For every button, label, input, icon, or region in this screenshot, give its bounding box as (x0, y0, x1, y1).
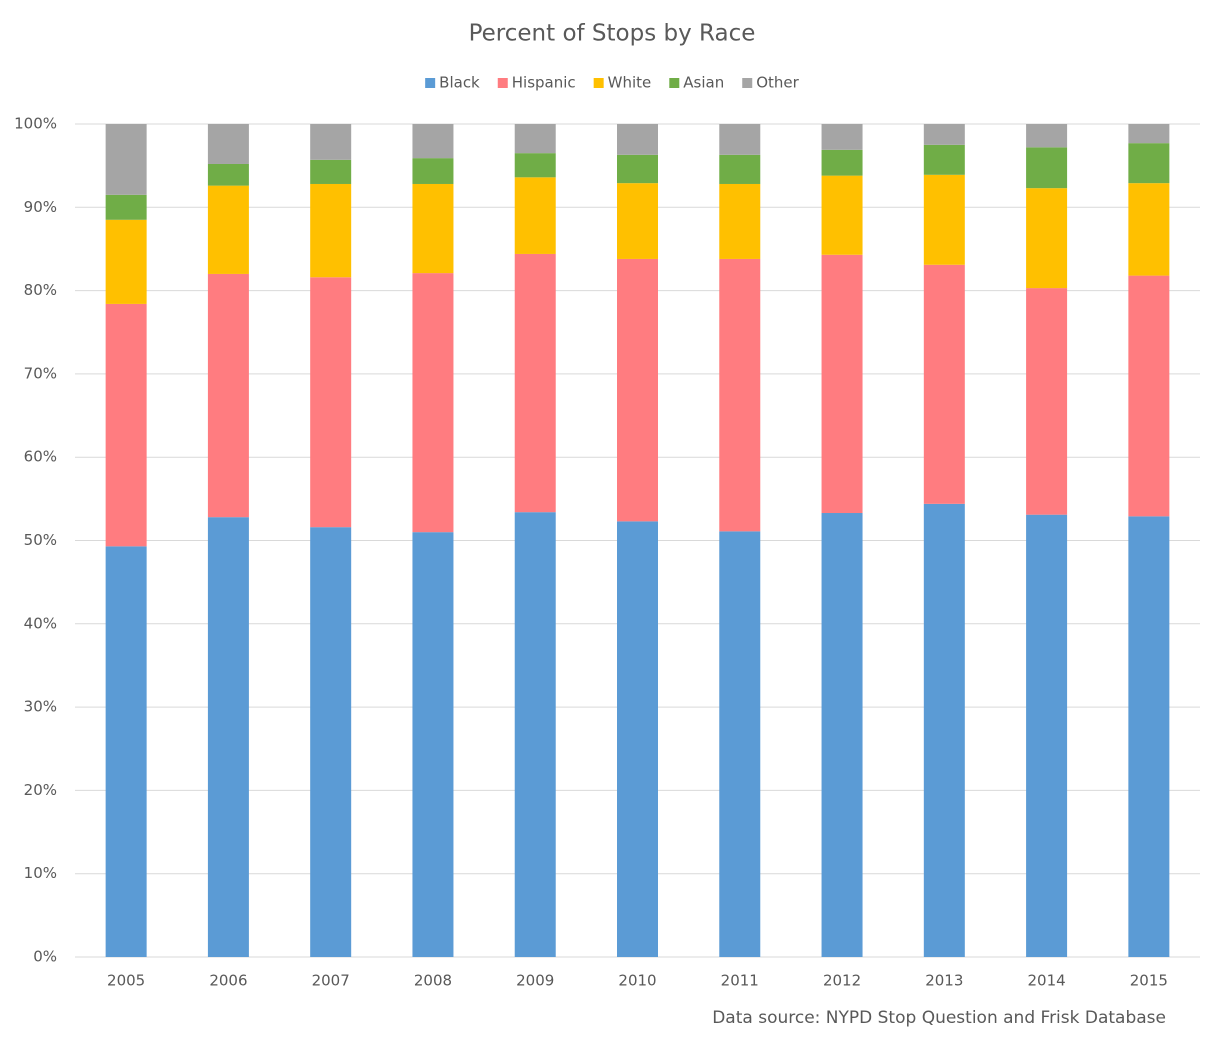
bar-segment (310, 527, 352, 957)
x-tick-label: 2015 (1130, 972, 1168, 990)
bar-segment (105, 546, 147, 957)
legend-swatch (742, 78, 753, 88)
bar-segment (719, 183, 761, 259)
bar-segment (923, 144, 965, 175)
bar-segment (310, 183, 352, 278)
y-tick-label: 100% (14, 115, 57, 133)
x-tick-label: 2011 (721, 972, 759, 990)
bar-segment (207, 124, 249, 164)
bar-segment (923, 503, 965, 957)
x-tick-label: 2007 (312, 972, 350, 990)
chart-title: Percent of Stops by Race (469, 21, 756, 47)
bar-segment (1026, 188, 1068, 289)
y-tick-label: 10% (24, 864, 57, 882)
bar-segment (105, 194, 147, 220)
bar-segment (310, 124, 352, 160)
x-tick-label: 2013 (925, 972, 963, 990)
bar-segment (821, 254, 863, 514)
bar-segment (105, 124, 147, 195)
bar-segment (821, 149, 863, 176)
bar-segment (821, 175, 863, 255)
bar-segment (412, 273, 454, 533)
bar-segment (821, 513, 863, 957)
legend-swatch (669, 78, 680, 88)
legend-swatch (497, 78, 508, 88)
bar-segment (412, 158, 454, 184)
y-tick-label: 0% (33, 948, 57, 966)
y-tick-label: 30% (24, 698, 57, 716)
bar-segment (412, 532, 454, 957)
x-tick-label: 2010 (618, 972, 656, 990)
legend-swatch (425, 78, 436, 88)
bar-segment (719, 258, 761, 532)
legend: Black Hispanic White Asian Other (425, 74, 800, 92)
bar-segment (310, 277, 352, 528)
y-tick-label: 80% (24, 281, 57, 299)
bar-segment (1128, 183, 1170, 276)
bar-segment (514, 153, 556, 178)
bar-segment (617, 258, 658, 522)
bar-segment (207, 273, 249, 518)
bar-segment (923, 124, 965, 145)
x-tick-label: 2008 (414, 972, 452, 990)
y-tick-label: 70% (24, 364, 57, 382)
bar-segment (207, 517, 249, 957)
bar-segment (617, 124, 658, 155)
x-tick-label: 2012 (823, 972, 861, 990)
y-tick-label: 90% (24, 198, 57, 216)
bar-segment (1026, 288, 1068, 515)
bar-segment (1026, 124, 1068, 148)
bar-segment (719, 124, 761, 155)
bar-segment (617, 183, 658, 259)
x-tick-label: 2005 (107, 972, 145, 990)
x-tick-label: 2014 (1027, 972, 1065, 990)
legend-label: Hispanic (512, 74, 576, 92)
bar-segment (719, 154, 761, 184)
bar-segment (105, 303, 147, 547)
bar-segment (207, 185, 249, 274)
x-tick-label: 2009 (516, 972, 554, 990)
x-tick-label: 2006 (209, 972, 247, 990)
bar-segment (412, 124, 454, 159)
legend-label: Other (756, 74, 799, 92)
bar-segment (1128, 143, 1170, 184)
bar-segment (923, 264, 965, 504)
bar-segment (923, 174, 965, 265)
bar-segment (821, 124, 863, 150)
bar-segment (412, 183, 454, 274)
bar-segment (310, 159, 352, 184)
y-tick-label: 20% (24, 781, 57, 799)
bar-segment (514, 512, 556, 957)
legend-swatch (593, 78, 604, 88)
bar-segment (207, 163, 249, 186)
source-note: Data source: NYPD Stop Question and Fris… (712, 1008, 1166, 1028)
bar-segment (617, 521, 658, 957)
bar-segment (1128, 516, 1170, 957)
legend-label: Asian (683, 74, 724, 92)
bar-segment (105, 219, 147, 304)
y-tick-label: 60% (24, 448, 57, 466)
bar-segment (719, 531, 761, 957)
bar-segment (617, 154, 658, 184)
legend-label: White (608, 74, 652, 92)
bar-segment (1026, 514, 1068, 957)
bar-segment (514, 124, 556, 154)
y-tick-label: 40% (24, 614, 57, 632)
bar-segment (514, 253, 556, 513)
legend-label: Black (439, 74, 480, 92)
bar-segment (1128, 275, 1170, 517)
bar-segment (1026, 147, 1068, 189)
bar-segment (1128, 124, 1170, 144)
y-tick-label: 50% (24, 531, 57, 549)
bar-segment (514, 177, 556, 254)
